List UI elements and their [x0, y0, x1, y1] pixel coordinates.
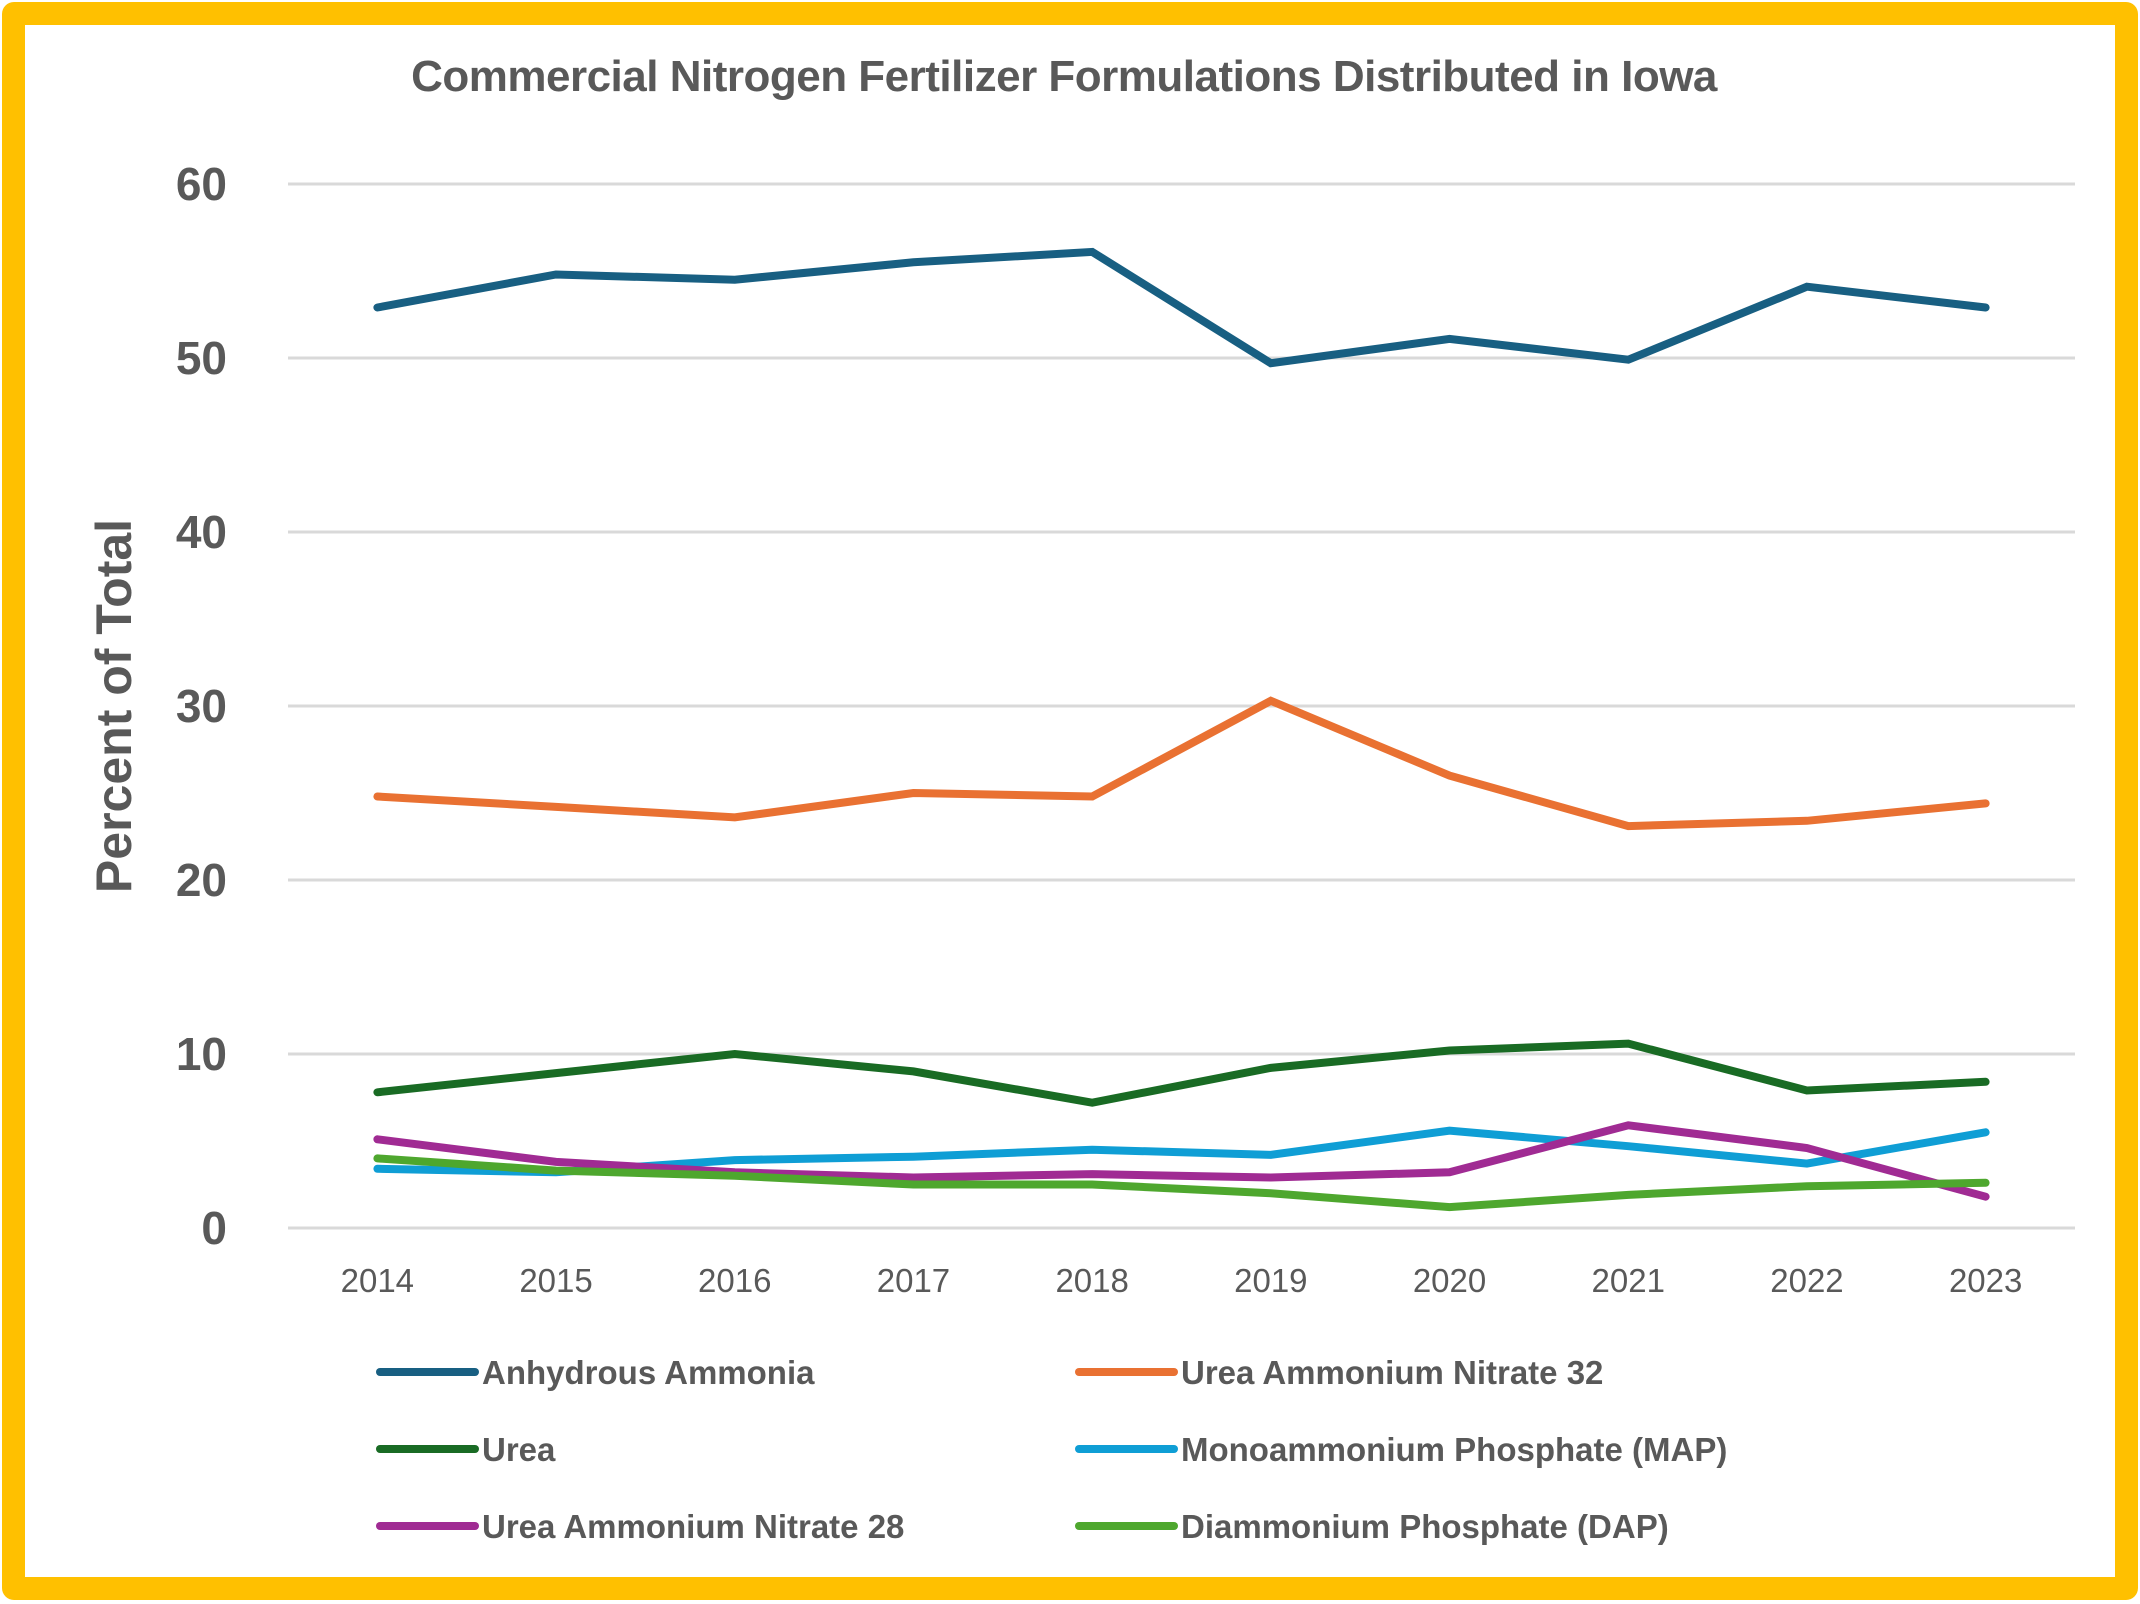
- legend-item: Anhydrous Ammonia: [376, 1354, 815, 1391]
- gridlines: [288, 182, 2075, 1230]
- legend-item: Urea Ammonium Nitrate 28: [376, 1508, 904, 1545]
- x-axis-ticks: 2014 2015 2016 2017 2018 2019 2020 2021 2022 2023: [341, 1262, 2023, 1299]
- x-tick-label: 2018: [1055, 1262, 1128, 1299]
- legend-item: Diammonium Phosphate (DAP): [1075, 1508, 1669, 1545]
- y-tick-label: 10: [176, 1028, 227, 1080]
- x-tick-label: 2022: [1770, 1262, 1843, 1299]
- x-tick-label: 2020: [1413, 1262, 1486, 1299]
- series-line-diammonium-phosphate-dap: [373, 1154, 1990, 1212]
- chart-title: Commercial Nitrogen Fertilizer Formulati…: [0, 52, 2140, 102]
- legend-label: Urea Ammonium Nitrate 28: [482, 1508, 904, 1545]
- series-line-anhydrous-ammonia: [373, 247, 1990, 368]
- y-tick-label: 0: [201, 1202, 227, 1254]
- x-tick-label: 2017: [877, 1262, 950, 1299]
- x-tick-label: 2014: [341, 1262, 414, 1299]
- x-tick-label: 2021: [1592, 1262, 1665, 1299]
- series-line-urea-ammonium-nitrate-32: [373, 696, 1990, 831]
- legend-label: Urea: [482, 1431, 556, 1468]
- y-tick-label: 60: [176, 158, 227, 210]
- series-line-urea: [373, 1039, 1990, 1107]
- x-tick-label: 2016: [698, 1262, 771, 1299]
- y-tick-label: 50: [176, 332, 227, 384]
- x-tick-label: 2015: [519, 1262, 592, 1299]
- chart-title-text: Commercial Nitrogen Fertilizer Formulati…: [411, 52, 1717, 101]
- y-tick-label: 40: [176, 506, 227, 558]
- legend-label: Anhydrous Ammonia: [482, 1354, 815, 1391]
- x-tick-label: 2019: [1234, 1262, 1307, 1299]
- legend-label: Diammonium Phosphate (DAP): [1181, 1508, 1669, 1545]
- y-axis-label: Percent of Total: [86, 519, 142, 893]
- legend-item: Urea: [376, 1431, 556, 1468]
- legend-item: Urea Ammonium Nitrate 32: [1075, 1354, 1603, 1391]
- legend-item: Monoammonium Phosphate (MAP): [1075, 1431, 1727, 1468]
- y-tick-label: 20: [176, 854, 227, 906]
- y-tick-label: 30: [176, 680, 227, 732]
- legend: Anhydrous Ammonia Urea Ammonium Nitrate 3…: [376, 1354, 1727, 1545]
- legend-label: Urea Ammonium Nitrate 32: [1181, 1354, 1603, 1391]
- series-lines: [373, 247, 1990, 1212]
- series-line-urea-ammonium-nitrate-28: [373, 1121, 1990, 1201]
- x-tick-label: 2023: [1949, 1262, 2022, 1299]
- legend-label: Monoammonium Phosphate (MAP): [1181, 1431, 1727, 1468]
- y-axis-ticks: 0 10 20 30 40 50 60: [176, 158, 227, 1254]
